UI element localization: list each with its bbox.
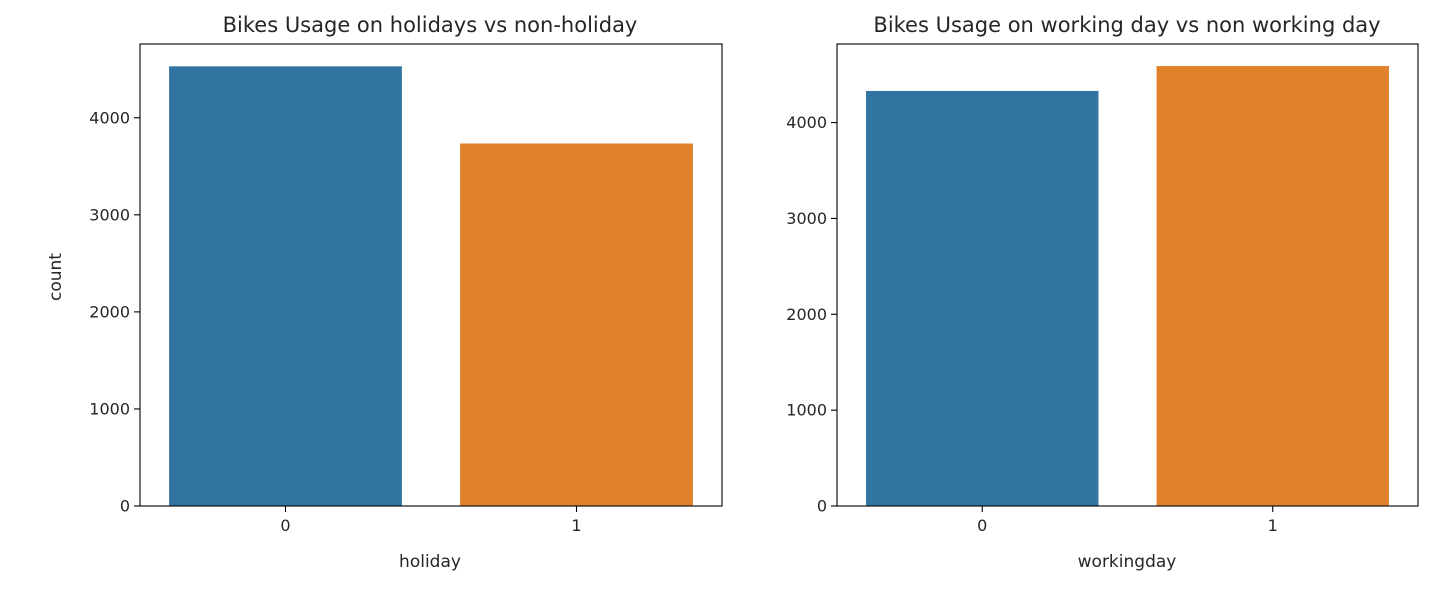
holiday-bar-1 [460, 143, 693, 506]
holiday-ytick-label: 4000 [89, 108, 130, 127]
holiday-xtick-label: 0 [280, 516, 290, 535]
workingday-ytick-label: 0 [817, 497, 827, 516]
holiday-chart-ylabel: count [46, 253, 66, 301]
workingday-chart-title: Bikes Usage on working day vs non workin… [873, 13, 1380, 37]
workingday-xtick-label: 1 [1268, 516, 1278, 535]
workingday-axes-frame [836, 43, 1419, 507]
workingday-chart: Bikes Usage on working day vs non workin… [786, 13, 1419, 572]
workingday-chart-axes: 0 1000 2000 3000 4000 0 1 [786, 43, 1419, 535]
holiday-bar-0 [169, 66, 402, 506]
workingday-xtick-label: 0 [977, 516, 987, 535]
holiday-chart-title: Bikes Usage on holidays vs non-holiday [223, 13, 638, 37]
workingday-chart-bars [866, 66, 1389, 507]
workingday-ytick-label: 1000 [786, 401, 827, 420]
workingday-ytick-label: 3000 [786, 209, 827, 228]
workingday-bar-0 [866, 90, 1099, 507]
workingday-ytick-label: 4000 [786, 113, 827, 132]
workingday-chart-xlabel: workingday [1078, 552, 1177, 572]
holiday-ytick-label: 3000 [89, 205, 130, 224]
holiday-ytick-label: 0 [120, 497, 130, 516]
workingday-ytick-label: 2000 [786, 305, 827, 324]
holiday-ytick-label: 1000 [89, 399, 130, 418]
holiday-chart-bars [169, 66, 693, 506]
holiday-chart-axes: 0 1000 2000 3000 4000 0 1 [89, 43, 723, 535]
holiday-ytick-label: 2000 [89, 302, 130, 321]
holiday-axes-frame [139, 43, 723, 507]
holiday-xtick-label: 1 [571, 516, 581, 535]
holiday-chart: Bikes Usage on holidays vs non-holiday 0… [46, 13, 723, 572]
workingday-bar-1 [1156, 66, 1389, 506]
holiday-chart-xlabel: holiday [399, 552, 461, 572]
